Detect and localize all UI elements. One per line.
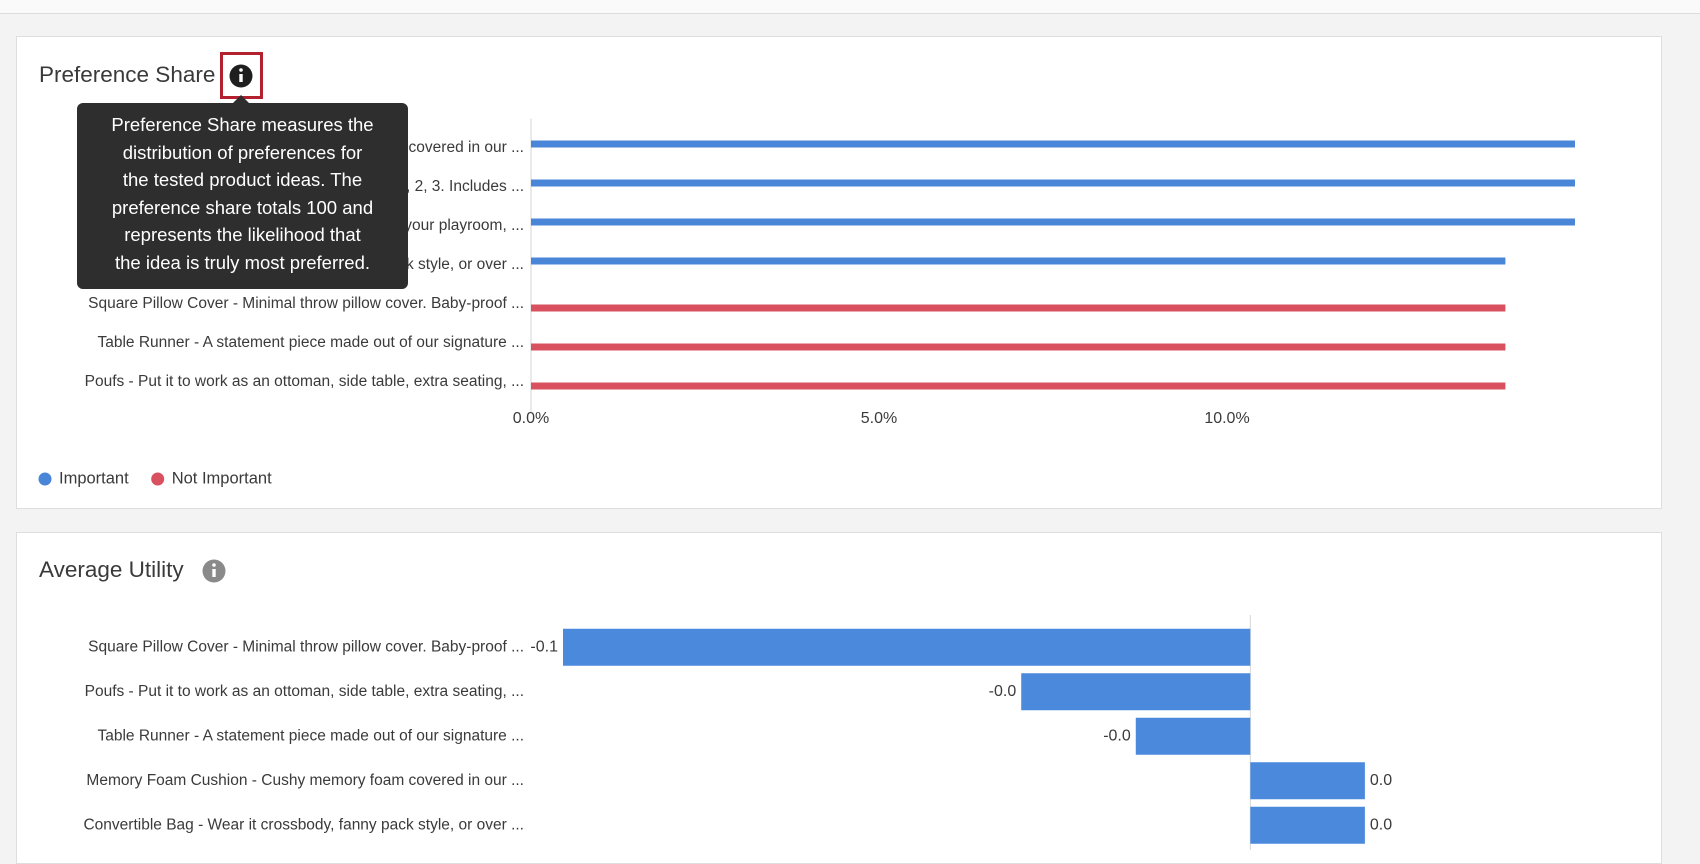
value-label: -0.0 (989, 683, 1017, 700)
category-label: Memory Foam Cushion - Cushy memory foam … (86, 772, 524, 789)
tooltip: Preference Share measures the distributio… (77, 95, 408, 289)
category-label: Table Runner - A statement piece made ou… (98, 334, 525, 351)
highlight-box (220, 52, 263, 99)
x-tick-label: 5.0% (861, 410, 897, 427)
bar (531, 382, 1506, 390)
bar (1021, 673, 1251, 711)
x-tick-label: 10.0% (1204, 410, 1249, 427)
tooltip-line: Preference Share measures the (111, 114, 374, 135)
tooltip-line: represents the likelihood that (124, 224, 361, 245)
category-label: Poufs - Put it to work as an ottoman, si… (85, 373, 524, 390)
tooltip-line: the tested product ideas. The (122, 169, 363, 190)
value-label: -0.1 (530, 638, 558, 655)
bar (1250, 806, 1365, 844)
category-label: Poufs - Put it to work as an ottoman, si… (85, 683, 524, 700)
legend-label: Not Important (172, 469, 272, 487)
bar (531, 179, 1575, 187)
chart-title: Preference Share (39, 62, 215, 87)
bar (531, 140, 1575, 148)
bar (531, 304, 1506, 312)
legend-marker (38, 472, 52, 486)
info-icon[interactable] (202, 559, 226, 583)
category-label: Square Pillow Cover - Minimal throw pill… (88, 638, 524, 655)
value-label: 0.0 (1370, 772, 1392, 789)
value-label: -0.0 (1103, 727, 1131, 744)
tooltip-line: preference share totals 100 and (111, 196, 374, 218)
bar (1250, 762, 1365, 800)
x-tick-label: 0.0% (513, 410, 549, 427)
category-label: Convertible Bag - Wear it crossbody, fan… (83, 816, 524, 833)
value-label: 0.0 (1370, 816, 1392, 833)
category-label: Square Pillow Cover - Minimal throw pill… (88, 295, 524, 312)
category-label: Table Runner - A statement piece made ou… (98, 727, 525, 744)
tooltip-line: the idea is truly most preferred. (115, 251, 370, 273)
bar (531, 218, 1575, 226)
info-icon[interactable] (229, 64, 253, 88)
bar (563, 628, 1251, 666)
legend-label: Important (59, 469, 129, 487)
legend-marker (151, 472, 165, 486)
bar (531, 343, 1506, 351)
tooltip-line: distribution of preferences for (122, 141, 363, 163)
chart-title: Average Utility (39, 557, 184, 582)
top-bar (0, 0, 1700, 14)
bar (531, 257, 1506, 265)
bar (1135, 717, 1251, 755)
